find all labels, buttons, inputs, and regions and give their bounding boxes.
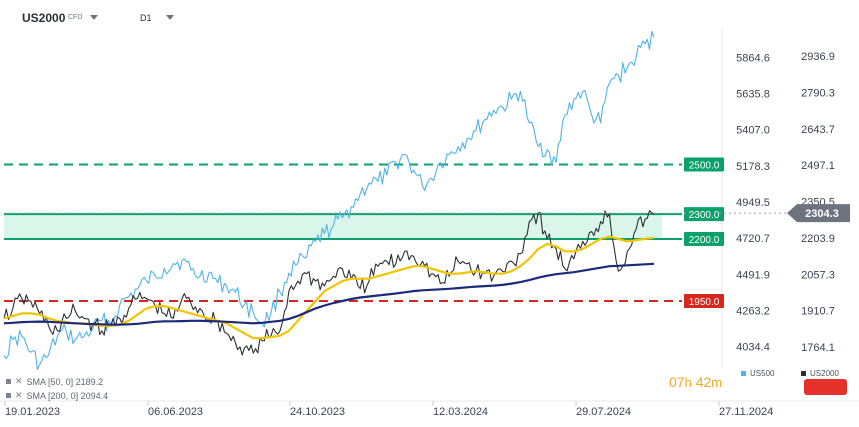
timeframe-chevron-down-icon[interactable] [166, 15, 174, 20]
legend-sma50-label: SMA [50, 0] 2189.2 [26, 376, 104, 387]
us2000-color-swatch [801, 371, 806, 376]
y-right-tick-label: 1910.7 [801, 306, 835, 318]
legend-us500: US500 [741, 369, 774, 378]
level-badge-bg [684, 293, 724, 308]
legend-us2000: US2000 [801, 369, 839, 378]
candle-timer: 07h 42m [669, 374, 723, 390]
y-right-tick-label: 2057.3 [801, 269, 835, 281]
level-badge-bg [684, 231, 724, 246]
symbol-chevron-down-icon[interactable] [90, 15, 98, 20]
x-tick-label: 27.11.2024 [719, 406, 773, 418]
y-left-tick-label: 5178.3 [736, 161, 770, 173]
series-line-sma-200-0- [3, 262, 655, 326]
level-badge-label: 2200.0 [689, 235, 720, 246]
y-right-tick-label: 2936.9 [801, 51, 835, 63]
y-left-tick-label: 4491.9 [736, 269, 770, 281]
level-badge-bg [684, 157, 724, 172]
x-tick-label: 24.10.2023 [290, 406, 345, 418]
y-right-tick-label: 1764.1 [801, 342, 835, 354]
y-left-tick-label: 5407.0 [736, 125, 770, 137]
level-badge-label: 2500.0 [689, 160, 720, 171]
y-left-tick-label: 4263.2 [736, 306, 770, 318]
level-badge-label: 2300.0 [689, 210, 720, 221]
y-left-tick-label: 5864.6 [736, 52, 770, 64]
current-price-label: 2304.3 [805, 208, 839, 220]
y-right-tick-label: 2643.7 [801, 124, 835, 136]
level-badge-bg [684, 207, 724, 222]
chart-toolbar: US2000 CFD D1 [0, 0, 859, 28]
y-right-tick-label: 2203.9 [801, 233, 835, 245]
legend-sma50: ✕ SMA [50, 0] 2189.2 [6, 376, 103, 387]
y-left-tick-label: 4720.7 [736, 233, 770, 245]
series-line-us500 [3, 30, 655, 371]
current-price-badge-bg [787, 204, 850, 223]
y-right-tick-label: 2790.3 [801, 87, 835, 99]
timeframe-selector[interactable]: D1 [140, 13, 152, 23]
y-left-tick-label: 5635.8 [736, 89, 770, 101]
legend-sma200: ✕ SMA [200, 0] 2094.4 [6, 390, 108, 401]
status-badge[interactable] [804, 379, 847, 395]
x-tick-label: 29.07.2024 [576, 406, 631, 418]
y-left-tick-label: 4034.4 [736, 342, 770, 354]
y-left-tick-label: 4949.5 [736, 197, 770, 209]
y-right-tick-label: 2497.1 [801, 160, 835, 172]
close-icon[interactable]: ✕ [15, 390, 23, 400]
indicator-settings-icon[interactable] [6, 379, 11, 384]
symbol-suffix: CFD [68, 14, 83, 21]
legend-sma200-label: SMA [200, 0] 2094.4 [26, 390, 109, 401]
level-badge-label: 1950.0 [689, 297, 720, 308]
x-tick-label: 06.06.2023 [148, 406, 203, 418]
symbol-name[interactable]: US2000 [22, 11, 66, 25]
x-tick-label: 19.01.2023 [5, 406, 60, 418]
indicator-settings-icon[interactable] [6, 393, 11, 398]
series-line-us2000 [3, 210, 655, 356]
close-icon[interactable]: ✕ [15, 376, 23, 386]
us500-color-swatch [741, 371, 746, 376]
x-tick-label: 12.03.2024 [433, 406, 488, 418]
